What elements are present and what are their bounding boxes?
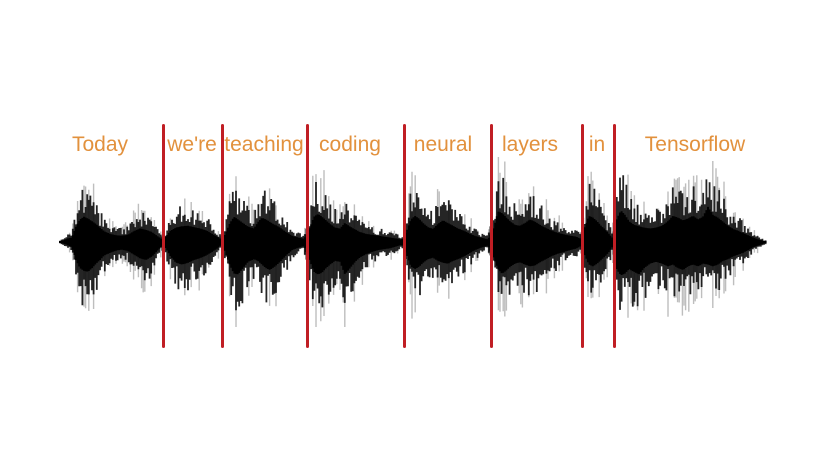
word-label-layers: layers	[501, 133, 559, 156]
word-label-teaching: teaching	[224, 133, 304, 156]
word-boundary-line-6	[580, 124, 584, 348]
waveform-core	[59, 206, 767, 275]
word-label-tensorflow: Tensorflow	[644, 133, 746, 156]
word-label-in: in	[588, 133, 606, 156]
word-boundary-line-3	[305, 124, 309, 348]
word-boundary-line-7	[612, 124, 616, 348]
word-boundary-line-5	[489, 124, 493, 348]
word-boundary-line-2	[220, 124, 224, 348]
word-label-neural: neural	[413, 133, 473, 156]
word-label-were: we're	[167, 133, 217, 156]
word-boundary-line-4	[402, 124, 406, 348]
word-label-today: Today	[71, 133, 129, 156]
word-boundary-line-1	[161, 124, 165, 348]
word-label-coding: coding	[319, 133, 381, 156]
